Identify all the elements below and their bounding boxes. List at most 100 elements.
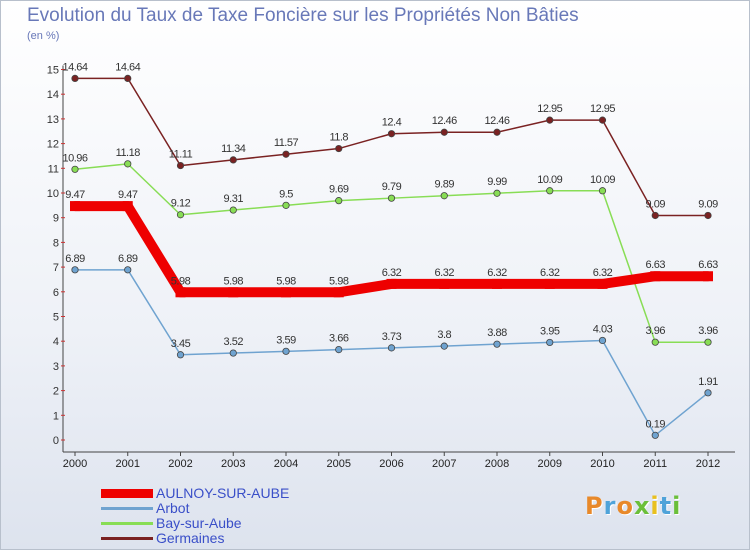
data-label: 6.32 (435, 267, 455, 279)
data-point (387, 344, 396, 352)
x-tick-label: 2008 (485, 458, 509, 470)
data-label: 6.32 (540, 267, 560, 279)
y-tick-label: 4 (53, 336, 59, 348)
data-point (282, 347, 290, 355)
data-label: 9.09 (698, 198, 718, 210)
data-label: 4.03 (593, 323, 613, 335)
data-point (175, 287, 186, 298)
x-tick-label: 2003 (221, 458, 245, 470)
x-tick-label: 2006 (379, 458, 403, 470)
data-label: 9.5 (279, 188, 293, 200)
data-point (335, 144, 343, 153)
data-label: 3.73 (382, 331, 402, 343)
data-point (124, 160, 132, 168)
data-label: 5.98 (329, 275, 349, 287)
legend-label: Bay-sur-Aube (156, 515, 242, 531)
data-label: 1.91 (698, 376, 718, 388)
data-point (493, 340, 501, 348)
data-point (597, 278, 608, 289)
data-label: 5.98 (224, 275, 244, 287)
data-point (71, 74, 79, 82)
y-tick-label: 13 (47, 114, 59, 126)
x-tick-label: 2005 (327, 458, 351, 470)
y-tick-label: 2 (53, 386, 59, 398)
data-point (122, 201, 133, 212)
proxiti-logo: Proxiti (585, 492, 681, 520)
y-tick-label: 3 (53, 361, 59, 373)
data-point (176, 211, 185, 219)
y-tick-label: 10 (47, 188, 59, 200)
data-label: 3.96 (698, 325, 718, 337)
data-point (282, 201, 290, 209)
data-point (335, 345, 343, 354)
data-label: 11.18 (116, 147, 141, 159)
data-point (229, 206, 237, 214)
legend-label: Germaines (156, 530, 225, 546)
data-point (333, 287, 344, 298)
data-point (229, 349, 237, 357)
data-point (440, 128, 448, 136)
data-label: 9.31 (224, 193, 244, 205)
data-point (70, 201, 80, 212)
data-point (651, 431, 659, 439)
chart-title: Evolution du Taux de Taxe Foncière sur l… (27, 5, 579, 26)
data-point (124, 74, 132, 82)
data-point (440, 342, 448, 350)
legend-swatch (101, 507, 153, 510)
data-point (651, 338, 659, 346)
y-tick-label: 9 (53, 213, 59, 225)
data-label: 5.98 (171, 275, 191, 287)
data-label: 9.99 (487, 176, 507, 188)
data-point (704, 338, 712, 346)
legend-swatch (101, 489, 153, 498)
data-label: 6.89 (65, 253, 85, 265)
data-point (71, 266, 79, 274)
data-label: 9.79 (382, 181, 402, 193)
x-tick-label: 2000 (63, 458, 87, 470)
data-point (704, 211, 712, 220)
data-point (598, 187, 607, 195)
data-label: 6.32 (487, 267, 507, 279)
data-point (176, 351, 185, 359)
logo-letter: o (616, 492, 634, 520)
unit-label: (en %) (27, 30, 60, 42)
y-tick-label: 8 (53, 237, 59, 249)
data-label: 10.96 (62, 152, 87, 164)
data-label: 3.52 (224, 336, 244, 348)
data-point (492, 278, 502, 289)
x-tick-label: 2010 (590, 458, 614, 470)
y-tick-label: 11 (48, 163, 59, 175)
data-point (598, 116, 607, 124)
data-label: 5.98 (276, 275, 296, 287)
data-label: 3.95 (540, 325, 560, 337)
data-label: 3.88 (487, 327, 507, 339)
data-label: 12.46 (484, 115, 509, 127)
data-point (546, 187, 554, 195)
logo-letter: i (650, 492, 660, 520)
legend-label: AULNOY-SUR-AUBE (156, 485, 290, 501)
y-tick-label: 14 (47, 89, 59, 101)
data-label: 11.57 (274, 137, 299, 149)
data-point (335, 197, 343, 205)
data-label: 9.09 (646, 198, 666, 210)
data-point (387, 194, 396, 202)
legend-label: Arbot (156, 500, 190, 516)
data-label: 6.63 (646, 259, 666, 271)
data-point (228, 287, 239, 298)
data-label: 9.47 (65, 189, 85, 201)
data-label: 3.8 (437, 329, 451, 341)
data-point (124, 266, 132, 274)
data-label: 3.45 (171, 338, 191, 350)
data-point (387, 130, 396, 138)
x-tick-label: 2007 (432, 458, 456, 470)
data-point (282, 150, 290, 158)
data-label: 9.47 (118, 189, 138, 201)
data-point (651, 211, 659, 220)
data-point (281, 287, 291, 298)
y-tick-label: 6 (53, 287, 59, 299)
series-line (74, 269, 709, 437)
data-label: 3.66 (329, 333, 349, 345)
data-label: 10.09 (537, 174, 562, 186)
x-tick-label: 2012 (696, 458, 720, 470)
data-label: 6.89 (118, 253, 138, 265)
